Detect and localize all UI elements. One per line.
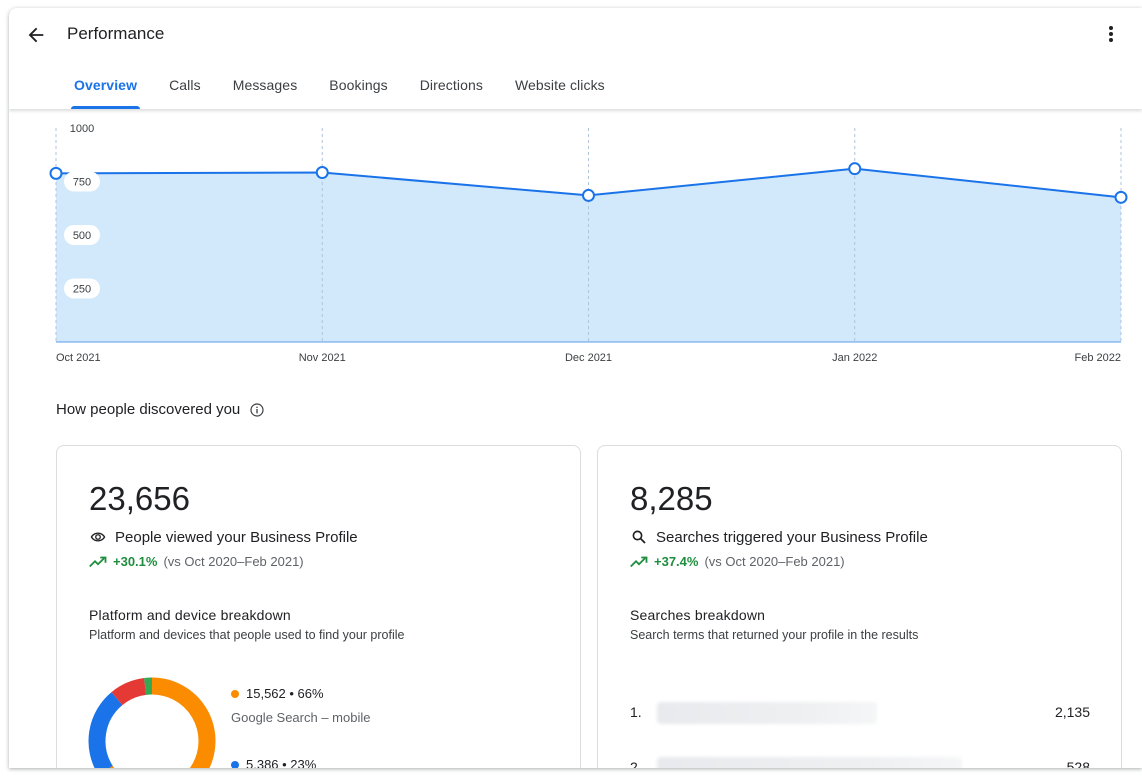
- views-label: People viewed your Business Profile: [115, 528, 358, 546]
- search-term-row: 1. 2,135: [630, 702, 1090, 726]
- legend-dot: [231, 689, 239, 698]
- views-trend: +30.1% (vs Oct 2020–Feb 2021): [89, 554, 304, 569]
- platform-donut-chart: [88, 677, 216, 768]
- y-tick-bg: [64, 278, 100, 299]
- searches-breakdown-title: Searches breakdown: [630, 607, 766, 623]
- searches-label-row: Searches triggered your Business Profile: [630, 528, 928, 546]
- views-area-chart: 1000 750 500 250 Oct 2021 Nov 2021 Dec 2021 Jan…: [49, 123, 1128, 364]
- header: Performance Overview Calls Messages Book…: [9, 8, 1142, 109]
- tab-overview[interactable]: Overview: [58, 72, 153, 109]
- y-tick-label: 500: [73, 230, 91, 242]
- x-tick-label: Jan 2022: [832, 352, 877, 364]
- data-point: [1114, 190, 1128, 204]
- views-card: 23,656 People viewed your Business Profi…: [56, 445, 581, 768]
- data-point: [582, 188, 595, 202]
- info-icon[interactable]: [249, 402, 265, 418]
- y-tick-label: 250: [73, 284, 91, 296]
- legend-item-mobile: 15,562 • 66% Google Search – mobile: [231, 686, 370, 725]
- more-options-button[interactable]: [1106, 23, 1116, 45]
- searches-trend: +37.4% (vs Oct 2020–Feb 2021): [630, 554, 845, 569]
- arrow-left-icon: [28, 27, 44, 43]
- trending-up-icon: [630, 556, 648, 567]
- platform-breakdown-title: Platform and device breakdown: [89, 607, 291, 623]
- tab-calls[interactable]: Calls: [169, 77, 201, 93]
- tab-bar: Overview Calls Messages Bookings Directi…: [58, 72, 621, 109]
- tab-directions[interactable]: Directions: [419, 77, 483, 93]
- performance-panel: 1000 750 500 250 Oct 2021 Nov 2021 Dec 2021 Jan…: [9, 8, 1142, 768]
- x-tick-label: Nov 2021: [299, 352, 346, 364]
- x-tick-label: Oct 2021: [56, 352, 101, 364]
- y-tick-bg: [64, 171, 100, 192]
- views-comparison: (vs Oct 2020–Feb 2021): [163, 554, 304, 569]
- x-tick-label: Dec 2021: [565, 352, 612, 364]
- legend-value: 5,386 • 23%: [246, 757, 317, 768]
- back-button[interactable]: [25, 24, 47, 46]
- searches-comparison: (vs Oct 2020–Feb 2021): [704, 554, 845, 569]
- trending-up-icon: [89, 556, 107, 567]
- eye-icon: [90, 532, 106, 542]
- donut-slice-second: [88, 692, 123, 768]
- views-label-row: People viewed your Business Profile: [89, 528, 358, 546]
- tab-website-clicks[interactable]: Website clicks: [514, 77, 605, 93]
- data-point: [848, 162, 862, 176]
- y-tick-bg: [64, 225, 100, 245]
- search-rank: 2.: [630, 759, 642, 768]
- tab-messages[interactable]: Messages: [232, 77, 298, 93]
- searches-card: 8,285 Searches triggered your Business P…: [597, 445, 1122, 768]
- donut-slice-third: [111, 678, 147, 706]
- searches-breakdown-desc: Search terms that returned your profile …: [630, 628, 919, 642]
- search-term-redacted: [657, 702, 877, 724]
- y-tick-label: 1000: [70, 123, 94, 135]
- search-term-redacted: [657, 757, 962, 768]
- legend-dot: [231, 760, 239, 768]
- discovery-section-title: How people discovered you: [56, 401, 265, 418]
- data-point: [315, 166, 329, 180]
- search-term-row: 2. 528: [630, 757, 1090, 768]
- search-rank: 1.: [630, 704, 642, 720]
- page-title: Performance: [67, 24, 165, 43]
- data-point: [49, 166, 63, 180]
- legend-item-second: 5,386 • 23%: [231, 757, 316, 768]
- search-count: 2,135: [1054, 704, 1090, 720]
- discovery-title-text: How people discovered you: [56, 401, 241, 418]
- legend-value: 15,562 • 66%: [246, 686, 324, 701]
- views-change: +30.1%: [113, 554, 158, 569]
- donut-slice-mobile: [109, 677, 216, 768]
- y-tick-label: 750: [73, 177, 91, 189]
- x-tick-label: Feb 2022: [1075, 352, 1121, 364]
- tab-bookings[interactable]: Bookings: [329, 77, 388, 93]
- legend-label: Google Search – mobile: [231, 710, 371, 725]
- search-count: 528: [1066, 759, 1090, 768]
- searches-total: 8,285: [630, 480, 713, 517]
- searches-label: Searches triggered your Business Profile: [656, 528, 928, 546]
- views-total: 23,656: [89, 480, 190, 517]
- platform-breakdown-desc: Platform and devices that people used to…: [89, 628, 405, 642]
- more-vert-icon: [1109, 26, 1113, 42]
- search-icon: [632, 530, 646, 544]
- searches-change: +37.4%: [654, 554, 699, 569]
